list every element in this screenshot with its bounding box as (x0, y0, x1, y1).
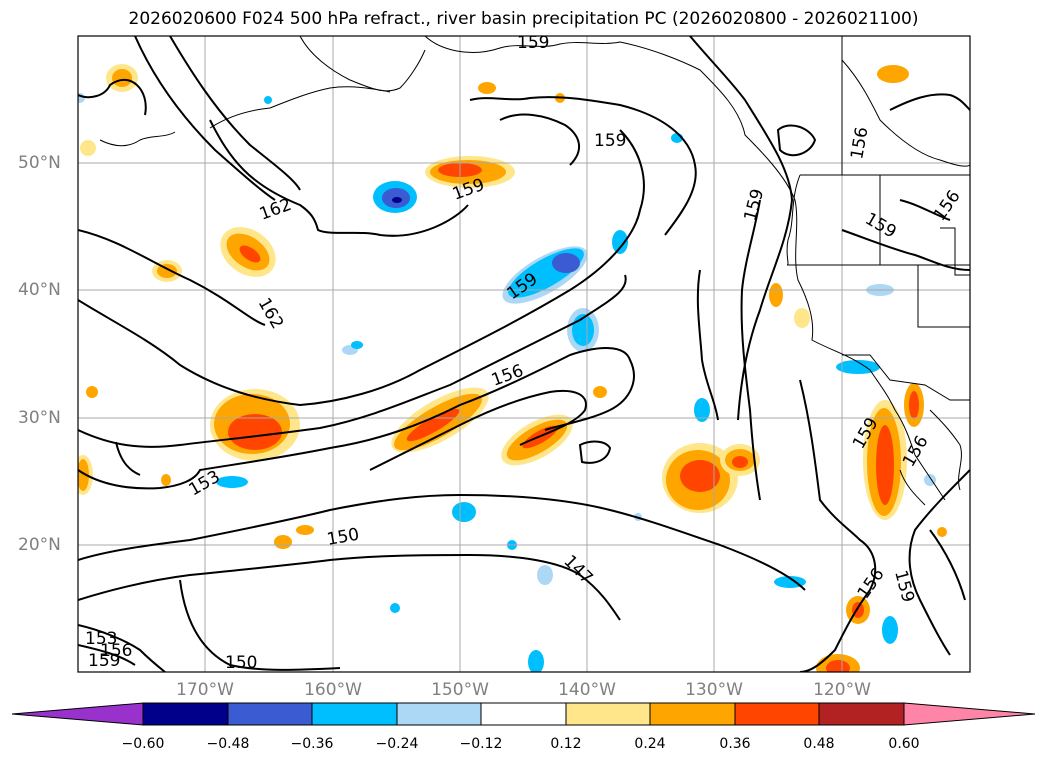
lon-label-130w: 130°W (685, 680, 743, 700)
contour-label: 159 (890, 568, 918, 605)
contour-label: 153 (85, 629, 117, 649)
plot-frame (77, 35, 971, 673)
colorbar-segment (649, 702, 736, 726)
lon-label-120w: 120°W (813, 680, 871, 700)
refractivity-contours (78, 36, 970, 672)
lon-label-160w: 160°W (304, 680, 362, 700)
contour-label: 156 (847, 125, 872, 160)
lat-label-40n: 40°N (18, 280, 61, 300)
colorbar-tick: 0.24 (634, 736, 666, 752)
colorbar-segment (142, 702, 229, 726)
coastlines (99, 36, 970, 506)
contour-label-group: 159 162 159 159 159 156 159 156 162 159 … (85, 33, 965, 673)
contour-label: 159 (594, 131, 626, 151)
contour-label: 156 (100, 641, 132, 661)
lon-label-150w: 150°W (431, 680, 489, 700)
colorbar-min-extend (11, 702, 144, 726)
colorbar-tick: 0.12 (550, 736, 582, 752)
contour-label: 159 (741, 187, 769, 224)
contour-label: 159 (88, 651, 120, 671)
colorbar-segment (227, 702, 313, 726)
colorbar-tick: −0.24 (375, 736, 419, 752)
colorbar-tick: −0.36 (290, 736, 334, 752)
colorbar-tick: 0.36 (719, 736, 751, 752)
colorbar-tick: 0.48 (803, 736, 835, 752)
lat-label-30n: 30°N (18, 408, 61, 428)
lon-label-140w: 140°W (558, 680, 616, 700)
lat-label-50n: 50°N (18, 153, 61, 173)
contour-label: 150 (325, 525, 360, 550)
contour-label: 150 (225, 653, 257, 673)
contour-label: 162 (254, 295, 288, 333)
colorbar-segment (734, 702, 820, 726)
contour-label: 156 (489, 361, 526, 391)
colorbar-segment (818, 702, 905, 726)
colorbar-tick: −0.12 (459, 736, 503, 752)
contour-label: 159 (862, 209, 900, 243)
contour-label: 156 (930, 187, 965, 225)
lat-label-20n: 20°N (18, 535, 61, 555)
colorbar-tick: 0.60 (888, 736, 920, 752)
colorbar (11, 702, 1036, 726)
colorbar-max-extend (903, 702, 1036, 726)
colorbar-segment (565, 702, 651, 726)
colorbar-tick: −0.48 (206, 736, 250, 752)
colorbar-segment (480, 702, 567, 726)
colorbar-segment (311, 702, 398, 726)
map-title: 2026020600 F024 500 hPa refract., river … (128, 9, 919, 29)
contour-label: 162 (257, 195, 294, 225)
colorbar-segment (396, 702, 482, 726)
contour-label: 159 (517, 33, 549, 53)
graticule (78, 36, 970, 672)
lon-label-170w: 170°W (176, 680, 234, 700)
colorbar-tick: −0.60 (121, 736, 165, 752)
